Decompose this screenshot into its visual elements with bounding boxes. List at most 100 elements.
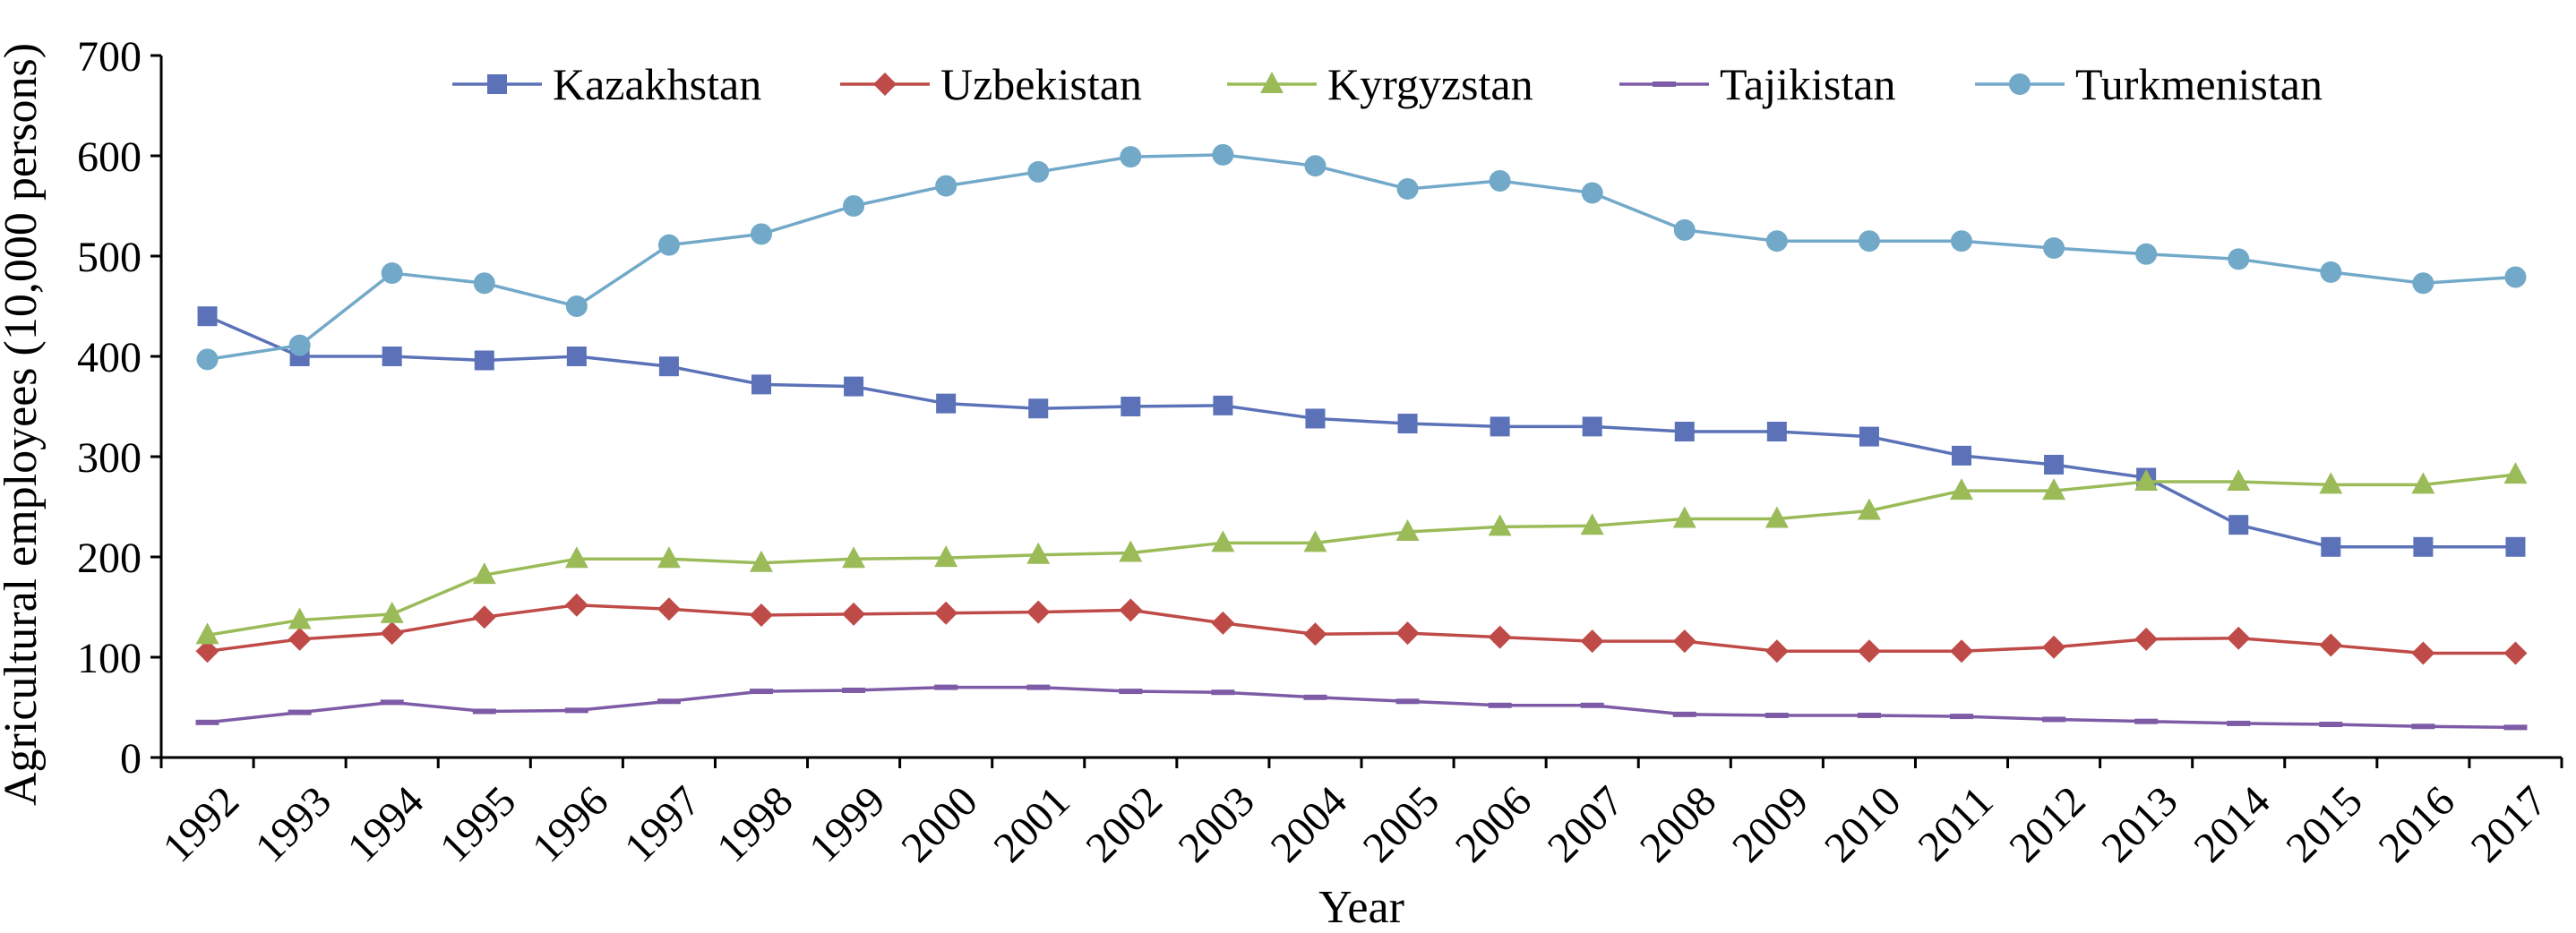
uzbekistan-point	[934, 601, 958, 625]
turkmenistan-point	[1304, 155, 1327, 177]
legend-label-tajikistan: Tajikistan	[1720, 59, 1895, 109]
kyrgyzstan-point	[750, 550, 773, 572]
kyrgyzstan-point	[842, 546, 866, 569]
turkmenistan-point	[1120, 146, 1142, 168]
legend-item-kazakhstan: Kazakhstan	[452, 59, 761, 109]
kazakhstan-point	[2321, 536, 2341, 557]
kazakhstan-point	[1213, 395, 1233, 415]
tajikistan-point	[472, 708, 496, 715]
kazakhstan-point	[658, 356, 679, 377]
x-tick-label: 1999	[800, 777, 894, 871]
x-tick-label: 1995	[431, 777, 525, 871]
kyrgyzstan-point	[934, 545, 958, 568]
kyrgyzstan-point	[1580, 513, 1604, 535]
kyrgyzstan-point	[1026, 542, 1051, 564]
series-uzbekistan	[195, 593, 2528, 665]
x-tick-label: 2004	[1262, 777, 1356, 871]
uzbekistan-point	[288, 627, 312, 651]
x-tick-label: 1994	[339, 777, 433, 871]
turkmenistan-point	[751, 223, 772, 245]
kazakhstan-point	[1766, 422, 1787, 441]
x-tick-label: 2015	[2277, 777, 2371, 871]
kyrgyzstan-point	[472, 562, 496, 585]
legend: Kazakhstan Uzbekistan Kyrgyzstan Tajikistan…	[452, 59, 2323, 109]
kyrgyzstan-point	[1672, 506, 1696, 528]
uzbekistan-point	[472, 605, 496, 629]
legend-label-uzbekistan: Uzbekistan	[940, 59, 1142, 109]
series-lines	[195, 143, 2528, 731]
uzbekistan-point	[1950, 639, 1973, 663]
x-tick-label: 2002	[1077, 777, 1171, 871]
x-tick-label: 2014	[2185, 777, 2279, 871]
uzbekistan-point	[1765, 639, 1789, 663]
tajikistan-point	[750, 689, 773, 695]
uzbekistan-point	[1026, 600, 1051, 624]
kyrgyzstan-point	[1765, 506, 1789, 528]
turkmenistan-point	[473, 272, 495, 295]
kyrgyzstan-point	[1211, 530, 1235, 552]
tajikistan-point	[2227, 720, 2251, 726]
kazakhstan-point	[1859, 426, 1879, 447]
legend-item-kyrgyzstan: Kyrgyzstan	[1227, 59, 1533, 109]
turkmenistan-point	[381, 262, 403, 285]
uzbekistan-point	[195, 639, 219, 663]
tajikistan-point	[2319, 722, 2343, 728]
x-tick-label: 1992	[154, 777, 248, 871]
y-tick-label: 200	[77, 535, 142, 582]
turkmenistan-point	[2320, 261, 2342, 283]
kazakhstan-point	[936, 393, 957, 414]
turkmenistan-point	[657, 234, 680, 256]
kazakhstan-point	[2413, 536, 2434, 557]
y-tick-label: 500	[77, 234, 142, 281]
tajikistan-point	[1395, 698, 1420, 705]
x-tick-label: 2003	[1170, 777, 1264, 871]
y-tick-label: 400	[77, 334, 142, 381]
kazakhstan-point	[2228, 515, 2249, 535]
tajikistan-line	[207, 685, 2516, 730]
kyrgyzstan-point	[1857, 498, 1881, 520]
uzbekistan-line	[207, 603, 2516, 655]
x-tick-label: 2017	[2462, 777, 2556, 871]
turkmenistan-point	[565, 295, 588, 317]
kazakhstan-point	[1028, 398, 1049, 419]
kyrgyzstan-point	[2042, 478, 2066, 501]
turkmenistan-point	[2135, 243, 2158, 265]
kyrgyzstan-point	[288, 607, 312, 629]
uzbekistan-point	[1857, 639, 1881, 663]
kyrgyzstan-point	[1950, 478, 1973, 501]
uzbekistan-point	[2134, 627, 2159, 651]
turkmenistan-point	[1581, 182, 1603, 204]
tajikistan-point	[842, 687, 866, 693]
kazakhstan-point	[2044, 454, 2065, 475]
kyrgyzstan-point	[1303, 530, 1327, 552]
uzbekistan-point	[1303, 622, 1327, 646]
uzbekistan-point	[2319, 633, 2343, 657]
x-tick-label: 1997	[615, 777, 709, 871]
uzbekistan-point	[1395, 621, 1420, 646]
x-tick-label: 2000	[892, 777, 986, 871]
kyrgyzstan-point	[380, 601, 404, 623]
series-turkmenistan	[196, 143, 2527, 371]
x-tick-label: 2008	[1631, 777, 1725, 871]
uzbekistan-point	[1119, 598, 1143, 622]
tajikistan-point	[380, 699, 404, 706]
turkmenistan-point	[843, 195, 865, 217]
x-tick-label: 2001	[984, 777, 1078, 871]
turkmenistan-point	[2228, 248, 2250, 270]
tajikistan-point	[2134, 718, 2159, 724]
kyrgyzstan-point	[2319, 472, 2343, 494]
x-tick-label: 1996	[523, 777, 617, 871]
uzbekistan-point	[657, 597, 681, 621]
kazakhstan-point	[1952, 445, 1971, 466]
y-axis-title: Agricultural employees (10,000 persons)	[0, 43, 47, 806]
tajikistan-point	[934, 684, 958, 690]
y-tick-label: 0	[120, 735, 142, 783]
uzbekistan-point	[2227, 626, 2251, 650]
kazakhstan-point	[382, 347, 402, 366]
y-tick-label: 300	[77, 434, 142, 482]
tajikistan-point	[195, 719, 219, 725]
kazakhstan-point	[2505, 536, 2526, 557]
turkmenistan-point	[288, 334, 311, 356]
